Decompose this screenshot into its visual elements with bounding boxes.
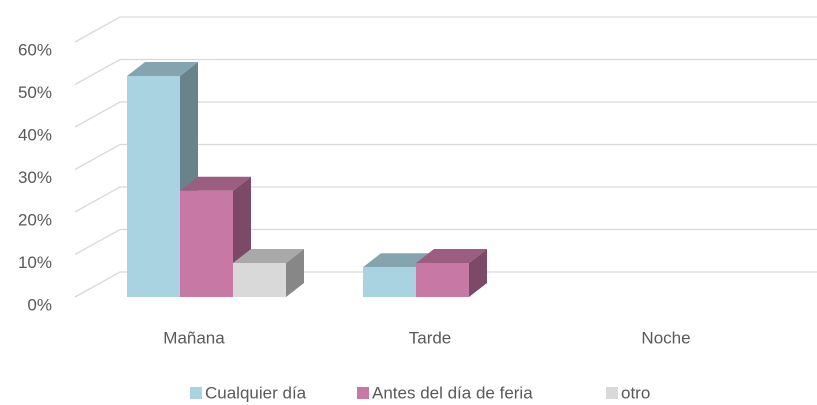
legend-swatch [357, 387, 369, 399]
grid-line [74, 271, 817, 298]
grid-line [74, 16, 817, 43]
bar-face [363, 267, 416, 297]
y-tick-label: 60% [18, 40, 52, 59]
grid-line [74, 101, 817, 128]
y-tick-label: 40% [18, 125, 52, 144]
bar-face [469, 249, 487, 297]
legend-swatch [190, 387, 202, 399]
bar-face [416, 263, 469, 297]
bar-face [233, 263, 286, 297]
bar [233, 249, 304, 297]
y-tick-label: 30% [18, 168, 52, 187]
legend-label: Antes del día de feria [372, 383, 533, 402]
bar-face [127, 62, 198, 76]
bar-face [180, 190, 233, 297]
y-tick-label: 20% [18, 210, 52, 229]
x-tick-label: Noche [641, 328, 690, 347]
legend-swatch [606, 387, 618, 399]
bar-face [233, 249, 304, 263]
bar-face [180, 176, 251, 191]
grid-line [74, 186, 817, 213]
y-tick-label: 0% [27, 295, 52, 314]
legend-label: Cualquier día [205, 383, 307, 402]
grid-line [74, 58, 817, 86]
y-tick-label: 10% [18, 253, 52, 272]
x-tick-label: Tarde [409, 328, 452, 347]
x-tick-label: Mañana [163, 328, 225, 347]
bar-face [127, 76, 180, 297]
legend-label: otro [621, 383, 650, 402]
bar-face [286, 249, 304, 297]
y-tick-label: 50% [18, 83, 52, 102]
bar [127, 62, 198, 297]
bar [416, 249, 487, 297]
grid-line [74, 228, 817, 256]
bar-face [416, 249, 487, 263]
grid-line [74, 143, 817, 171]
